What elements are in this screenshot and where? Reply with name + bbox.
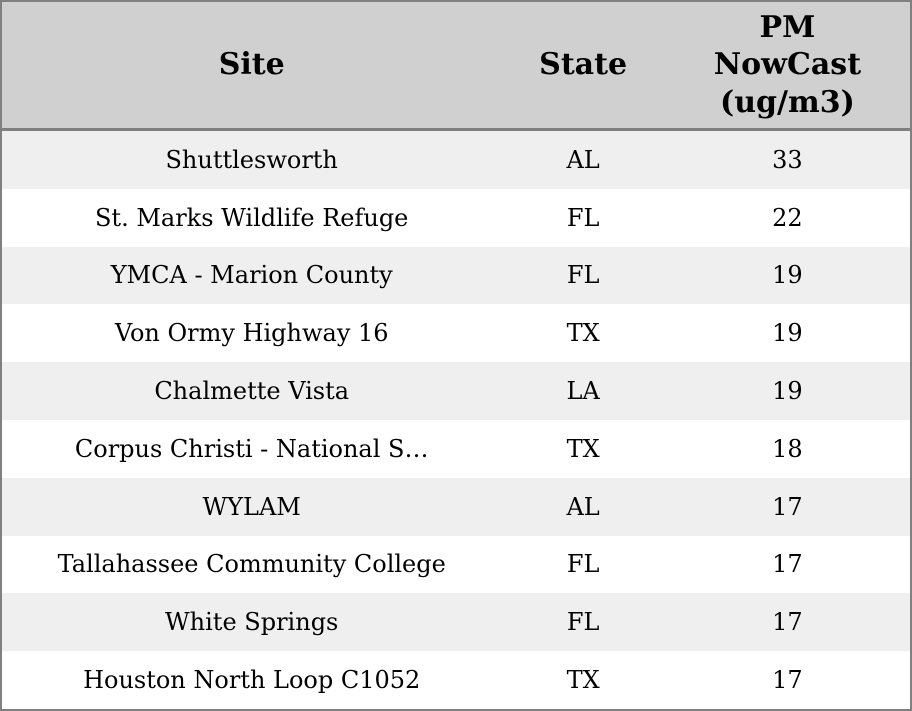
state-cell: LA bbox=[566, 377, 600, 406]
pm-cell: 33 bbox=[772, 145, 803, 174]
site-cell: Shuttlesworth bbox=[165, 145, 338, 174]
state-cell: TX bbox=[566, 434, 600, 463]
table-row: Shuttlesworth AL 33 bbox=[2, 131, 910, 189]
column-header-site: Site bbox=[218, 47, 285, 83]
column-header-pm-nowcast: PM NowCast (ug/m3) bbox=[665, 9, 910, 122]
pm-cell: 17 bbox=[772, 550, 803, 579]
table-row: YMCA - Marion County FL 19 bbox=[2, 246, 910, 305]
table-row: Von Ormy Highway 16 TX 19 bbox=[2, 304, 910, 363]
site-cell: YMCA - Marion County bbox=[110, 261, 393, 290]
pm-cell: 22 bbox=[772, 203, 803, 232]
site-cell: Houston North Loop C1052 bbox=[83, 666, 421, 695]
column-header-state: State bbox=[539, 47, 628, 83]
site-cell: Corpus Christi - National S… bbox=[74, 434, 429, 463]
pm-cell: 19 bbox=[772, 377, 803, 406]
pm-cell: 17 bbox=[772, 492, 803, 521]
pm-cell: 19 bbox=[772, 261, 803, 290]
state-cell: TX bbox=[566, 319, 600, 348]
table-body: Shuttlesworth AL 33 St. Marks Wildlife R… bbox=[2, 131, 910, 709]
state-cell: FL bbox=[566, 261, 600, 290]
state-cell: FL bbox=[566, 608, 600, 637]
pm-cell: 18 bbox=[772, 434, 803, 463]
pm-cell: 17 bbox=[772, 666, 803, 695]
state-cell: FL bbox=[566, 203, 600, 232]
table-row: White Springs FL 17 bbox=[2, 593, 910, 652]
table-row: Chalmette Vista LA 19 bbox=[2, 362, 910, 420]
column-header-pm-nowcast-label: PM NowCast (ug/m3) bbox=[713, 9, 862, 120]
state-cell: TX bbox=[566, 666, 600, 695]
table-row: Corpus Christi - National S… TX 18 bbox=[2, 419, 910, 478]
table-row: Tallahassee Community College FL 17 bbox=[2, 535, 910, 594]
table-row: Houston North Loop C1052 TX 17 bbox=[2, 651, 910, 709]
table-row: WYLAM AL 17 bbox=[2, 477, 910, 536]
table-row: St. Marks Wildlife Refuge FL 22 bbox=[2, 188, 910, 247]
site-cell: WYLAM bbox=[202, 492, 301, 521]
state-cell: FL bbox=[566, 550, 600, 579]
pm-cell: 19 bbox=[772, 319, 803, 348]
site-cell: Von Ormy Highway 16 bbox=[114, 319, 389, 348]
site-cell: White Springs bbox=[165, 608, 339, 637]
table-header-row: Site State PM NowCast (ug/m3) bbox=[2, 2, 910, 131]
state-cell: AL bbox=[566, 145, 600, 174]
site-cell: St. Marks Wildlife Refuge bbox=[94, 203, 409, 232]
pm-cell: 17 bbox=[772, 608, 803, 637]
site-cell: Tallahassee Community College bbox=[57, 550, 446, 579]
site-cell: Chalmette Vista bbox=[154, 377, 350, 406]
state-cell: AL bbox=[566, 492, 600, 521]
